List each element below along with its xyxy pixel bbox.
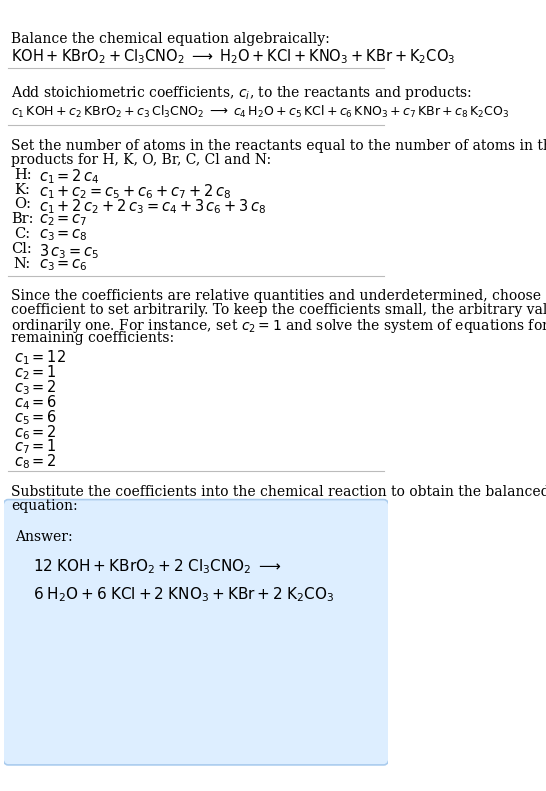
Text: Add stoichiometric coefficients, $c_i$, to the reactants and products:: Add stoichiometric coefficients, $c_i$, … [11, 84, 472, 102]
Text: equation:: equation: [11, 499, 78, 513]
Text: Set the number of atoms in the reactants equal to the number of atoms in the: Set the number of atoms in the reactants… [11, 138, 546, 153]
Text: $c_1 + c_2 = c_5 + c_6 + c_7 + 2\,c_8$: $c_1 + c_2 = c_5 + c_6 + c_7 + 2\,c_8$ [39, 183, 231, 202]
Text: coefficient to set arbitrarily. To keep the coefficients small, the arbitrary va: coefficient to set arbitrarily. To keep … [11, 303, 546, 317]
Text: $c_5 = 6$: $c_5 = 6$ [14, 408, 57, 426]
Text: $3\,c_3 = c_5$: $3\,c_3 = c_5$ [39, 242, 99, 261]
Text: $\mathrm{6\;H_2O + 6\;KCl + 2\;KNO_3 + KBr + 2\;K_2CO_3}$: $\mathrm{6\;H_2O + 6\;KCl + 2\;KNO_3 + K… [33, 585, 335, 604]
Text: K:: K: [14, 183, 29, 197]
Text: $c_1 = 2\,c_4$: $c_1 = 2\,c_4$ [39, 168, 99, 187]
Text: Answer:: Answer: [15, 530, 73, 544]
Text: $c_1 + 2\,c_2 + 2\,c_3 = c_4 + 3\,c_6 + 3\,c_8$: $c_1 + 2\,c_2 + 2\,c_3 = c_4 + 3\,c_6 + … [39, 198, 266, 216]
Text: N:: N: [14, 257, 31, 271]
Text: H:: H: [14, 168, 31, 182]
Text: Since the coefficients are relative quantities and underdetermined, choose a: Since the coefficients are relative quan… [11, 289, 546, 303]
Text: $c_8 = 2$: $c_8 = 2$ [14, 452, 57, 471]
Text: $c_7 = 1$: $c_7 = 1$ [14, 437, 57, 456]
Text: $c_3 = 2$: $c_3 = 2$ [14, 378, 57, 397]
Text: remaining coefficients:: remaining coefficients: [11, 331, 174, 346]
Text: $c_1\,\mathrm{KOH} + c_2\,\mathrm{KBrO_2} + c_3\,\mathrm{Cl_3CNO_2} \;\longright: $c_1\,\mathrm{KOH} + c_2\,\mathrm{KBrO_2… [11, 104, 509, 119]
Text: $\mathrm{12\;KOH + KBrO_2 + 2\;Cl_3CNO_2 \;\longrightarrow}$: $\mathrm{12\;KOH + KBrO_2 + 2\;Cl_3CNO_2… [33, 558, 281, 576]
FancyBboxPatch shape [2, 500, 390, 765]
Text: C:: C: [14, 227, 30, 241]
Text: $c_1 = 12$: $c_1 = 12$ [14, 349, 66, 367]
Text: $c_2 = c_7$: $c_2 = c_7$ [39, 212, 87, 228]
Text: $c_3 = c_6$: $c_3 = c_6$ [39, 257, 87, 273]
Text: $c_6 = 2$: $c_6 = 2$ [14, 423, 57, 441]
Text: Br:: Br: [11, 212, 33, 226]
Text: $c_2 = 1$: $c_2 = 1$ [14, 363, 57, 382]
Text: Balance the chemical equation algebraically:: Balance the chemical equation algebraica… [11, 32, 330, 46]
Text: $c_4 = 6$: $c_4 = 6$ [14, 393, 57, 412]
Text: Substitute the coefficients into the chemical reaction to obtain the balanced: Substitute the coefficients into the che… [11, 485, 546, 498]
Text: ordinarily one. For instance, set $c_2 = 1$ and solve the system of equations fo: ordinarily one. For instance, set $c_2 =… [11, 317, 546, 335]
Text: O:: O: [14, 198, 31, 211]
Text: products for H, K, O, Br, C, Cl and N:: products for H, K, O, Br, C, Cl and N: [11, 153, 271, 167]
Text: Cl:: Cl: [11, 242, 32, 256]
Text: $\mathrm{KOH + KBrO_2 + Cl_3CNO_2 \;\longrightarrow\; H_2O + KCl + KNO_3 + KBr +: $\mathrm{KOH + KBrO_2 + Cl_3CNO_2 \;\lon… [11, 47, 455, 66]
Text: $c_3 = c_8$: $c_3 = c_8$ [39, 227, 87, 243]
